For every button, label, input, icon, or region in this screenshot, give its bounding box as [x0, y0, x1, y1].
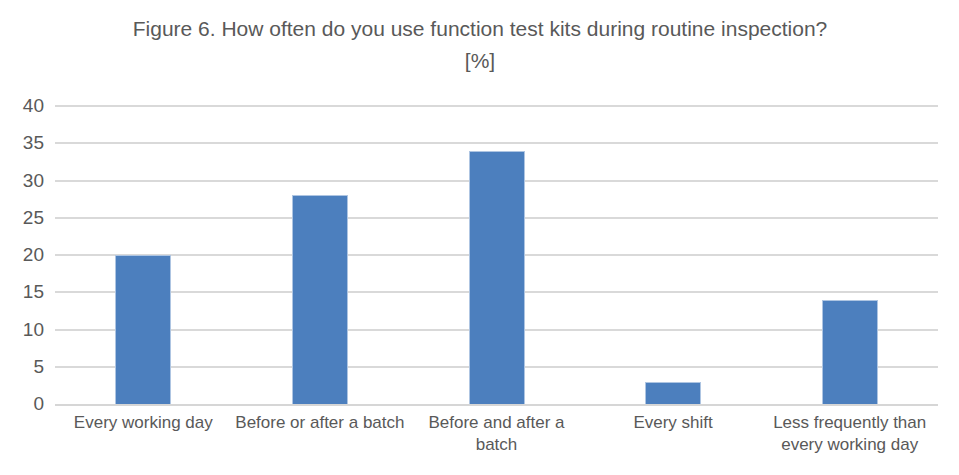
- chart-title: Figure 6. How often do you use function …: [119, 13, 841, 76]
- y-tick-label: 10: [0, 319, 44, 341]
- bar: [822, 300, 878, 404]
- y-tick-label: 30: [0, 170, 44, 192]
- x-axis: Every working dayBefore or after a batch…: [55, 412, 938, 468]
- figure-6-bar-chart: Figure 6. How often do you use function …: [0, 0, 959, 475]
- bar: [469, 151, 525, 404]
- x-category-label: Every working day: [55, 412, 231, 434]
- x-category-label: Before and after a batch: [409, 412, 585, 456]
- bar: [115, 255, 171, 404]
- bar: [292, 195, 348, 404]
- y-tick-label: 15: [0, 281, 44, 303]
- bar: [645, 382, 701, 404]
- gridline: [55, 105, 938, 107]
- y-axis: 0510152025303540: [0, 106, 44, 404]
- y-tick-label: 0: [0, 393, 44, 415]
- y-tick-label: 40: [0, 95, 44, 117]
- y-tick-label: 25: [0, 207, 44, 229]
- x-category-label: Every shift: [585, 412, 761, 434]
- x-category-label: Before or after a batch: [232, 412, 408, 434]
- y-tick-label: 35: [0, 132, 44, 154]
- plot-area: [55, 106, 938, 406]
- y-tick-label: 5: [0, 356, 44, 378]
- y-tick-label: 20: [0, 244, 44, 266]
- gridline: [55, 142, 938, 144]
- x-category-label: Less frequently than every working day: [762, 412, 938, 456]
